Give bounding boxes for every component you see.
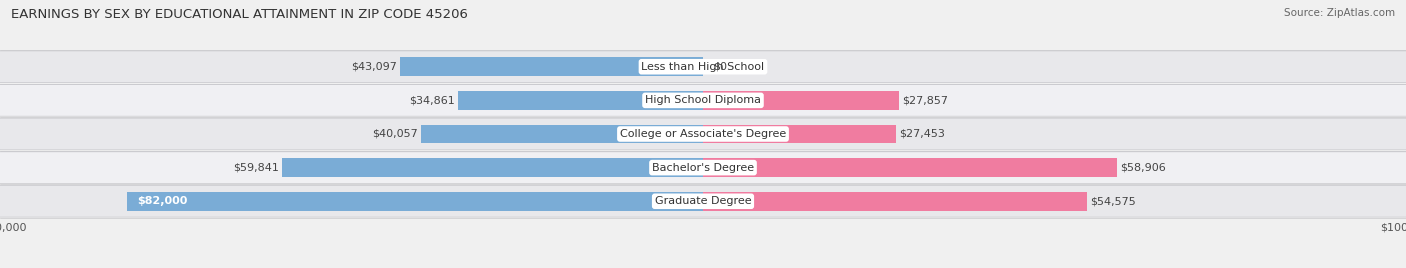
Text: EARNINGS BY SEX BY EDUCATIONAL ATTAINMENT IN ZIP CODE 45206: EARNINGS BY SEX BY EDUCATIONAL ATTAINMEN… [11, 8, 468, 21]
Bar [703, 158, 1118, 177]
Text: $59,841: $59,841 [233, 163, 278, 173]
FancyBboxPatch shape [0, 152, 1406, 183]
FancyBboxPatch shape [0, 84, 1406, 117]
Bar [458, 91, 703, 110]
FancyBboxPatch shape [0, 151, 1406, 184]
Text: $43,097: $43,097 [350, 62, 396, 72]
Bar [401, 58, 703, 76]
Text: $40,057: $40,057 [373, 129, 418, 139]
Bar [422, 125, 703, 143]
Bar [703, 91, 898, 110]
Text: $27,453: $27,453 [900, 129, 945, 139]
Text: Source: ZipAtlas.com: Source: ZipAtlas.com [1284, 8, 1395, 18]
FancyBboxPatch shape [0, 51, 1406, 83]
Text: High School Diploma: High School Diploma [645, 95, 761, 105]
Text: Graduate Degree: Graduate Degree [655, 196, 751, 206]
Text: Less than High School: Less than High School [641, 62, 765, 72]
Text: $58,906: $58,906 [1121, 163, 1167, 173]
Bar [283, 158, 703, 177]
Bar [127, 192, 703, 210]
Text: $54,575: $54,575 [1090, 196, 1136, 206]
Text: $0: $0 [713, 62, 727, 72]
Bar [703, 125, 896, 143]
FancyBboxPatch shape [0, 185, 1406, 217]
FancyBboxPatch shape [0, 118, 1406, 150]
Text: $27,857: $27,857 [903, 95, 949, 105]
Text: College or Associate's Degree: College or Associate's Degree [620, 129, 786, 139]
FancyBboxPatch shape [0, 85, 1406, 116]
Text: $82,000: $82,000 [136, 196, 187, 206]
FancyBboxPatch shape [0, 51, 1406, 82]
FancyBboxPatch shape [0, 186, 1406, 217]
Text: $34,861: $34,861 [409, 95, 454, 105]
Text: Bachelor's Degree: Bachelor's Degree [652, 163, 754, 173]
Bar [703, 192, 1087, 210]
FancyBboxPatch shape [0, 118, 1406, 150]
